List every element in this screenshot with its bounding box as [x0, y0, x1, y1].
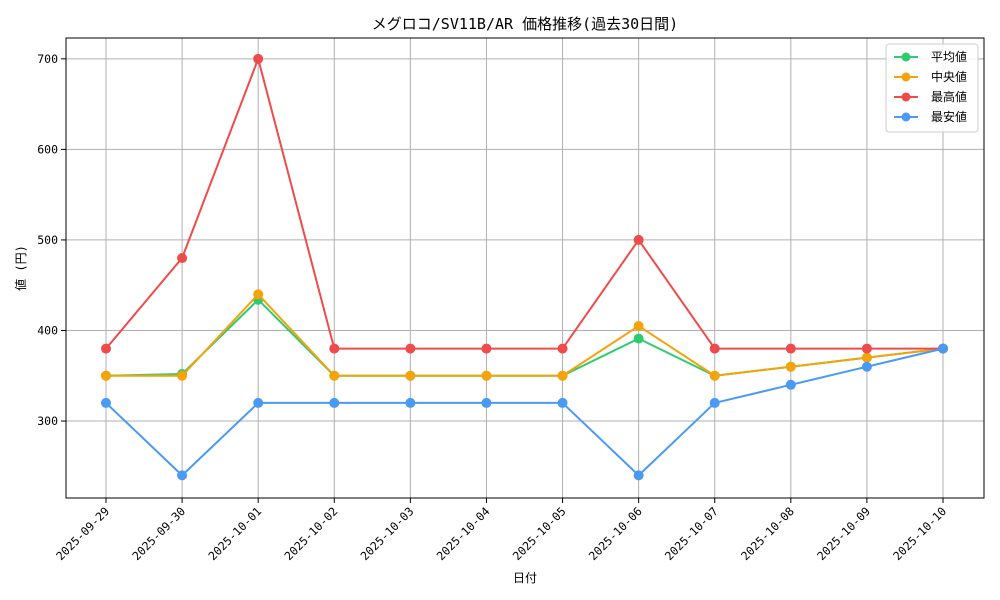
x-tick-label: 2025-10-09 — [814, 504, 873, 563]
data-point — [557, 370, 568, 381]
data-point — [709, 343, 720, 354]
data-point — [709, 397, 720, 408]
series-line — [106, 293, 944, 377]
data-point — [557, 397, 568, 408]
data-point — [101, 343, 111, 354]
data-point — [101, 370, 111, 381]
data-point — [253, 289, 264, 300]
y-tick-label: 600 — [37, 142, 58, 156]
data-point — [709, 370, 720, 381]
data-point — [861, 361, 872, 372]
series-line — [105, 57, 943, 350]
x-tick-label: 2025-10-01 — [205, 504, 264, 563]
series-3 — [101, 53, 948, 354]
x-tick-label: 2025-09-29 — [53, 504, 112, 563]
legend-swatch-marker — [901, 52, 911, 62]
data-point — [633, 470, 644, 481]
data-point — [481, 343, 492, 354]
data-point — [861, 352, 872, 363]
series-1 — [101, 294, 948, 381]
legend-box — [885, 43, 979, 133]
legend-label: 最高値 — [931, 89, 967, 104]
x-tick-label: 2025-10-08 — [738, 504, 797, 563]
data-point — [329, 397, 340, 408]
x-tick-label: 2025-10-03 — [358, 504, 417, 563]
legend-item: 平均値 — [894, 49, 967, 64]
data-point — [633, 333, 644, 344]
data-point — [557, 343, 568, 354]
data-point — [177, 253, 188, 264]
data-point — [938, 343, 948, 354]
grid — [66, 38, 984, 498]
data-point — [481, 397, 492, 408]
data-point — [633, 234, 644, 245]
data-point — [785, 361, 796, 372]
x-axis-label: 日付 — [513, 571, 537, 585]
series-4 — [101, 343, 948, 481]
x-tick-label: 2025-10-06 — [586, 504, 645, 563]
x-tick-label: 2025-10-02 — [282, 504, 341, 563]
data-point — [785, 343, 796, 354]
legend-item: 最高値 — [894, 89, 967, 104]
data-point — [405, 397, 416, 408]
data-point — [329, 343, 340, 354]
legend-label: 平均値 — [931, 49, 967, 64]
legend-swatch-marker — [901, 92, 911, 102]
data-point — [329, 370, 340, 381]
y-tick-label: 400 — [37, 323, 58, 337]
data-point — [177, 470, 188, 481]
legend-swatch-marker — [901, 72, 911, 82]
y-axis-ticks: 300 400 500 600 700 — [37, 52, 66, 428]
y-axis-label: 値 (円) — [13, 245, 28, 291]
series-line — [105, 347, 944, 477]
plot-frame — [65, 37, 985, 499]
series-group — [101, 53, 948, 481]
data-point — [405, 370, 416, 381]
legend-item: 中央値 — [894, 69, 967, 84]
legend-item: 最安値 — [894, 109, 967, 124]
x-tick-label: 2025-10-10 — [890, 504, 949, 563]
data-point — [253, 397, 264, 408]
series-2 — [101, 289, 948, 381]
data-point — [101, 397, 111, 408]
data-point — [861, 343, 872, 354]
y-tick-label: 300 — [37, 414, 58, 428]
x-tick-label: 2025-10-07 — [662, 504, 721, 563]
legend-label: 中央値 — [931, 69, 967, 84]
data-point — [177, 370, 188, 381]
chart-title: メグロコ/SV11B/AR 価格推移(過去30日間) — [372, 15, 678, 33]
x-tick-label: 2025-10-04 — [434, 504, 493, 563]
data-point — [405, 343, 416, 354]
data-point — [633, 320, 644, 331]
data-point — [481, 370, 492, 381]
y-tick-label: 700 — [37, 52, 58, 66]
data-point — [253, 53, 264, 64]
x-tick-label: 2025-10-05 — [510, 504, 569, 563]
x-tick-label: 2025-09-30 — [129, 504, 188, 563]
legend-swatch-marker — [901, 112, 911, 122]
legend-label: 最安値 — [931, 109, 967, 124]
data-point — [785, 379, 796, 390]
y-tick-label: 500 — [37, 233, 58, 247]
x-axis-ticks: 2025-09-29 2025-09-30 2025-10-01 2025-10-02… — [53, 498, 949, 563]
